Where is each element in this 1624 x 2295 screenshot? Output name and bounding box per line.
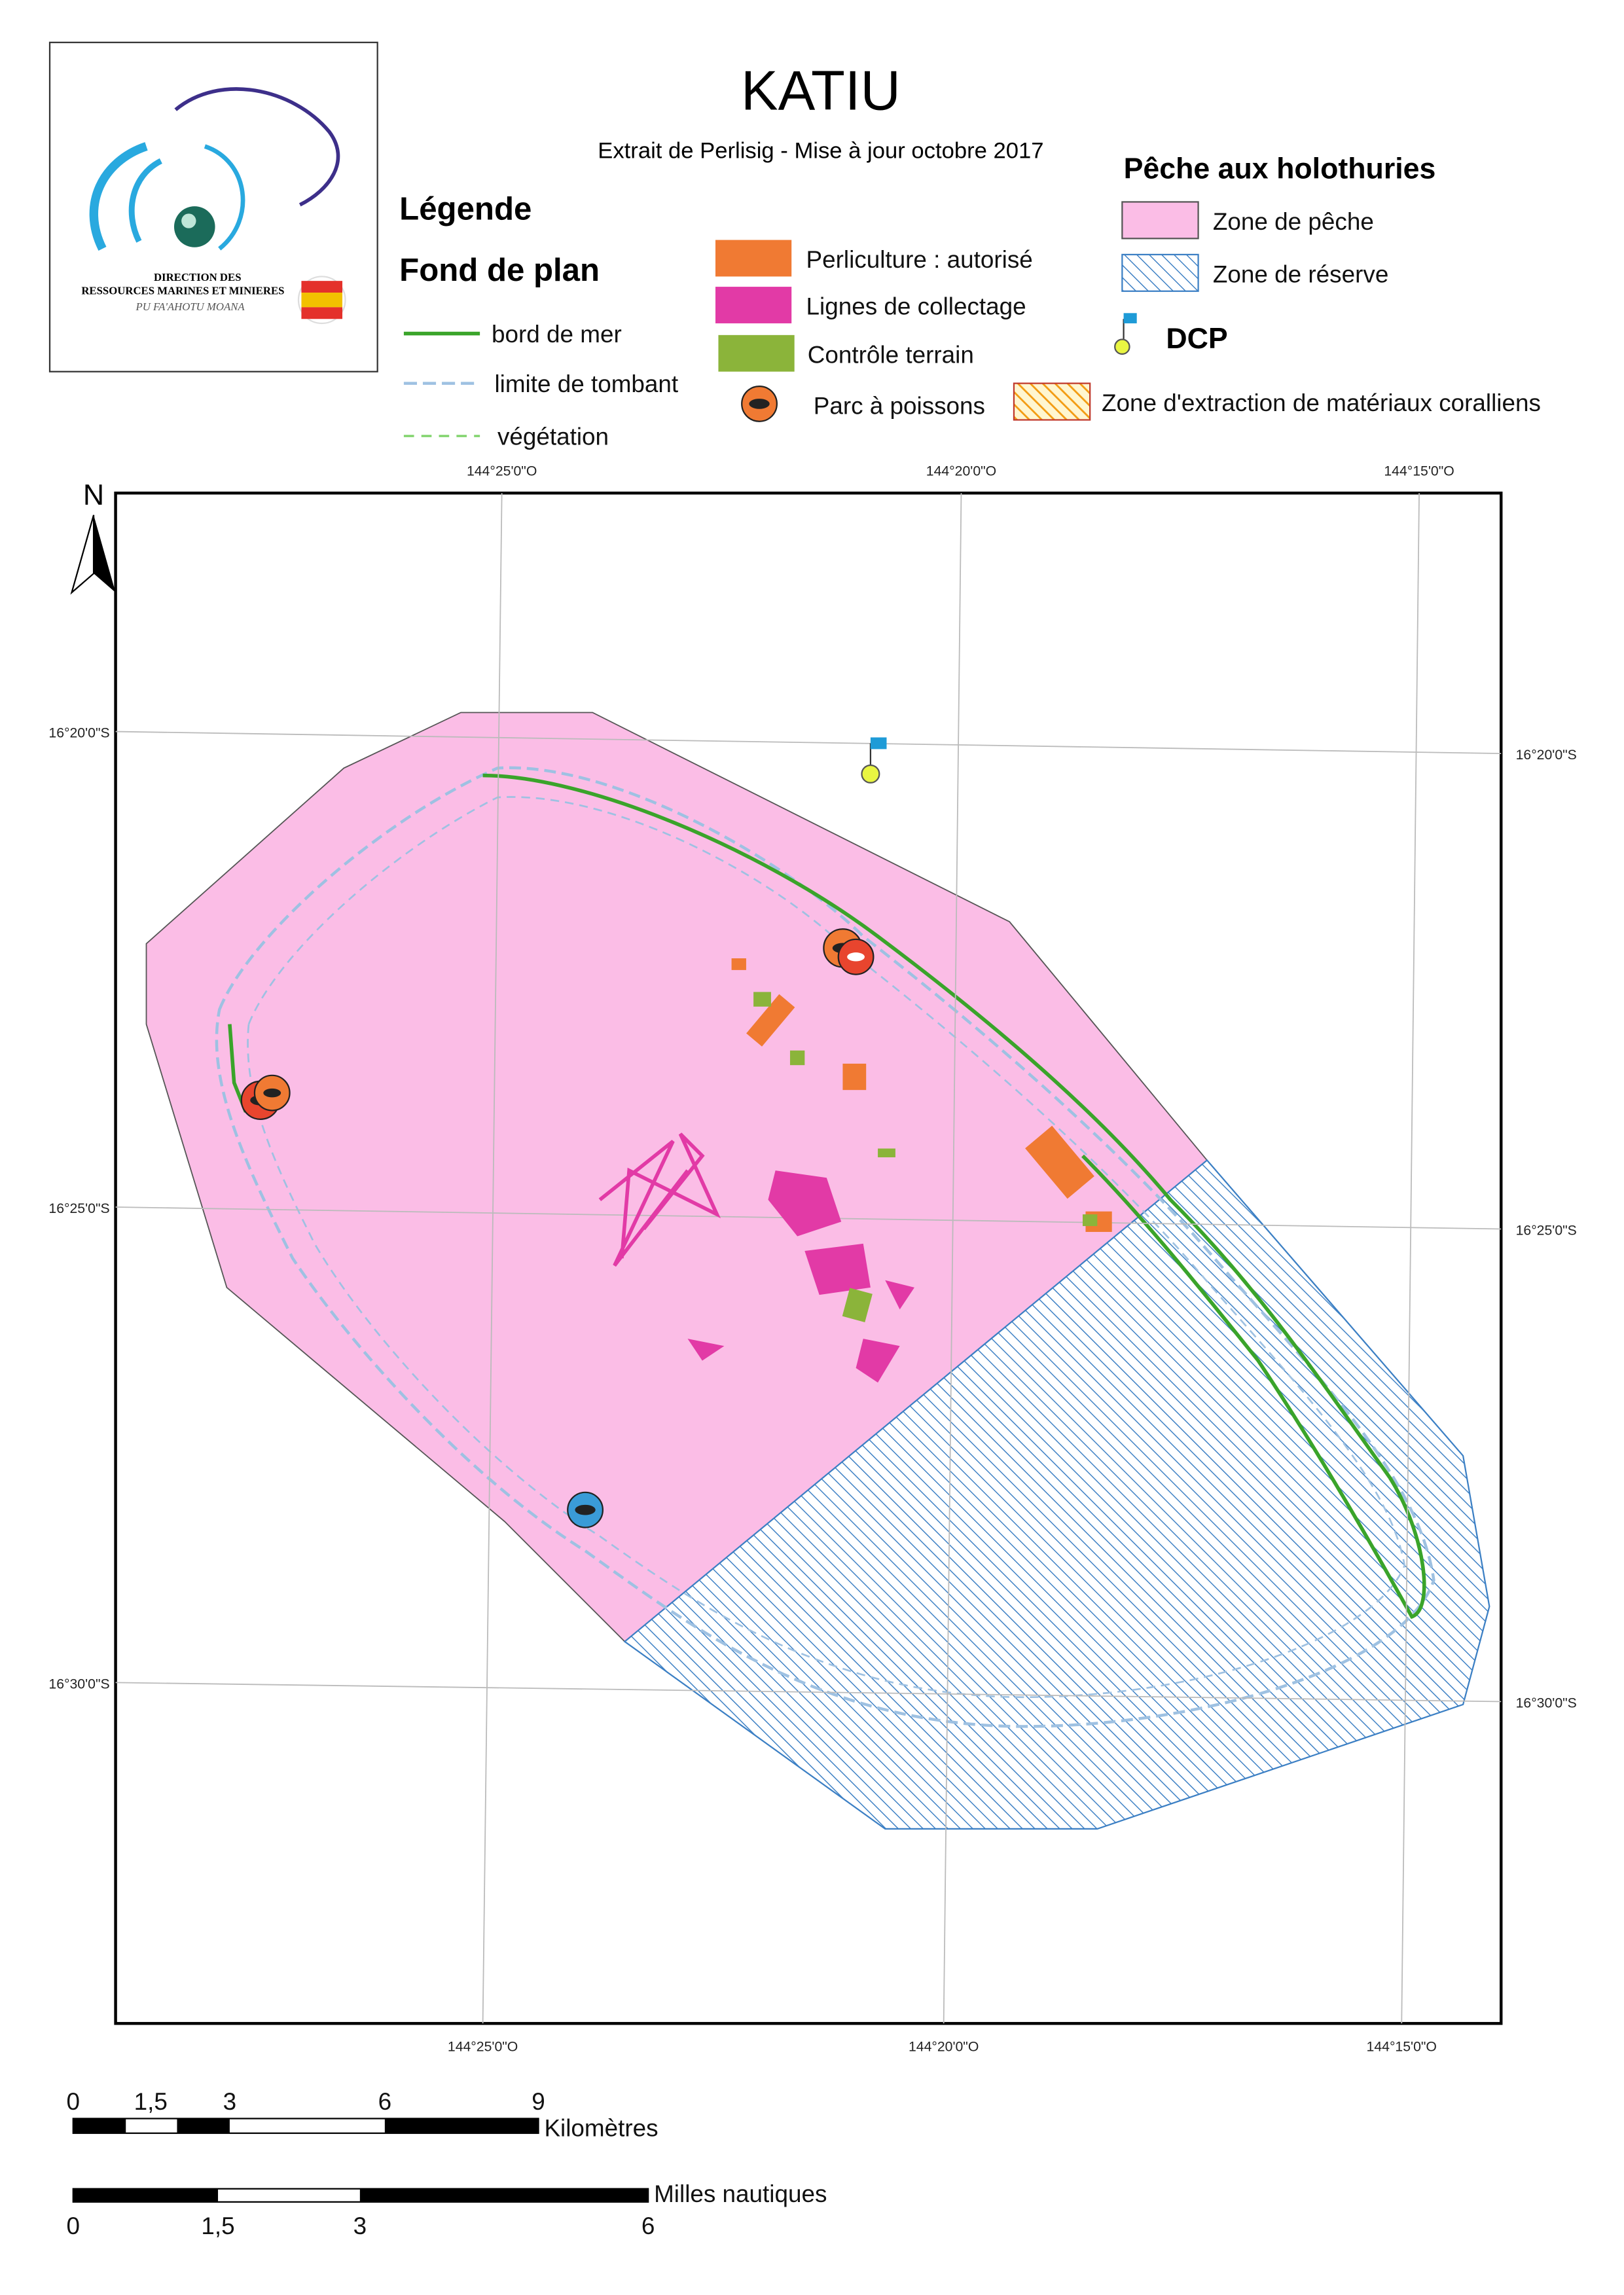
scale-bar-km: 0 1,5 3 6 9 Kilomètres — [67, 2088, 659, 2141]
coord-label: 16°30'0"S — [48, 1676, 109, 1691]
legend: Légende Fond de plan bord de mer limite … — [399, 153, 1541, 450]
coord-label: 16°30'0"S — [1516, 1695, 1577, 1710]
legend-subtitle: Pêche aux holothuries — [1124, 153, 1436, 185]
legend-item: Contrôle terrain — [808, 341, 974, 368]
coord-label: 144°25'0"O — [467, 463, 537, 479]
legend-item: Perliculture : autorisé — [806, 246, 1033, 273]
reserve-zone — [623, 1159, 1490, 1830]
coord-label: 144°20'0"O — [926, 463, 996, 479]
legend-item: Zone d'extraction de matériaux corallien… — [1102, 389, 1541, 416]
legend-item: Lignes de collectage — [806, 293, 1026, 320]
legend-item: Zone de pêche — [1213, 208, 1374, 235]
scale-label: 0 — [67, 2088, 81, 2115]
coord-label: 144°15'0"O — [1384, 463, 1454, 479]
logo-text: DIRECTION DES — [154, 271, 242, 283]
scale-label: 0 — [67, 2213, 81, 2239]
legend-item: Parc à poissons — [814, 393, 985, 420]
scale-bar-nm: 0 1,5 3 6 Milles nautiques — [67, 2180, 827, 2239]
logo-text: PU FA'AHOTU MOANA — [135, 300, 245, 313]
logo-text: RESSOURCES MARINES ET MINIERES — [81, 284, 284, 297]
scale-label: 1,5 — [201, 2213, 234, 2239]
scale-label: 3 — [353, 2213, 367, 2239]
coord-label: 144°15'0"O — [1367, 2040, 1437, 2055]
dcp-marker — [861, 737, 887, 784]
graticule — [115, 493, 1502, 2024]
legend-item: DCP — [1166, 323, 1227, 355]
reef-limit — [247, 796, 1406, 1699]
coastline — [482, 773, 1426, 1619]
legend-item: Zone de réserve — [1213, 261, 1388, 287]
coord-label: 144°20'0"O — [909, 2040, 979, 2055]
scale-label: 1,5 — [134, 2088, 168, 2115]
legend-item: végétation — [497, 423, 609, 450]
reef-limit — [215, 766, 1435, 1728]
legend-title: Légende — [399, 190, 532, 226]
scale-label: 3 — [223, 2088, 237, 2115]
coord-label: 16°20'0"S — [48, 725, 109, 740]
subtitle: Extrait de Perlisig - Mise à jour octobr… — [598, 138, 1043, 163]
scale-unit: Kilomètres — [544, 2114, 658, 2141]
scale-label: 6 — [378, 2088, 392, 2115]
map: N 144°25'0"O 144°20'0"O 144°15'0"O 144°2… — [48, 463, 1576, 2054]
legend-item: limite de tombant — [494, 370, 678, 397]
logo: DIRECTION DES RESSOURCES MARINES ET MINI… — [48, 41, 378, 372]
coord-label: 16°25'0"S — [1516, 1223, 1577, 1238]
coord-label: 16°25'0"S — [48, 1201, 109, 1216]
legend-item: bord de mer — [492, 321, 622, 348]
north-arrow: N — [70, 479, 116, 595]
coord-label: 16°20'0"S — [1516, 748, 1577, 763]
title: KATIU — [741, 60, 901, 122]
north-label: N — [83, 479, 104, 511]
scale-label: 9 — [532, 2088, 545, 2115]
scale-label: 6 — [641, 2213, 655, 2239]
farms — [598, 958, 1112, 1383]
fish-parks — [240, 928, 875, 1528]
coord-label: 144°25'0"O — [448, 2040, 518, 2055]
scale-unit: Milles nautiques — [654, 2180, 827, 2207]
legend-subtitle: Fond de plan — [399, 252, 600, 288]
